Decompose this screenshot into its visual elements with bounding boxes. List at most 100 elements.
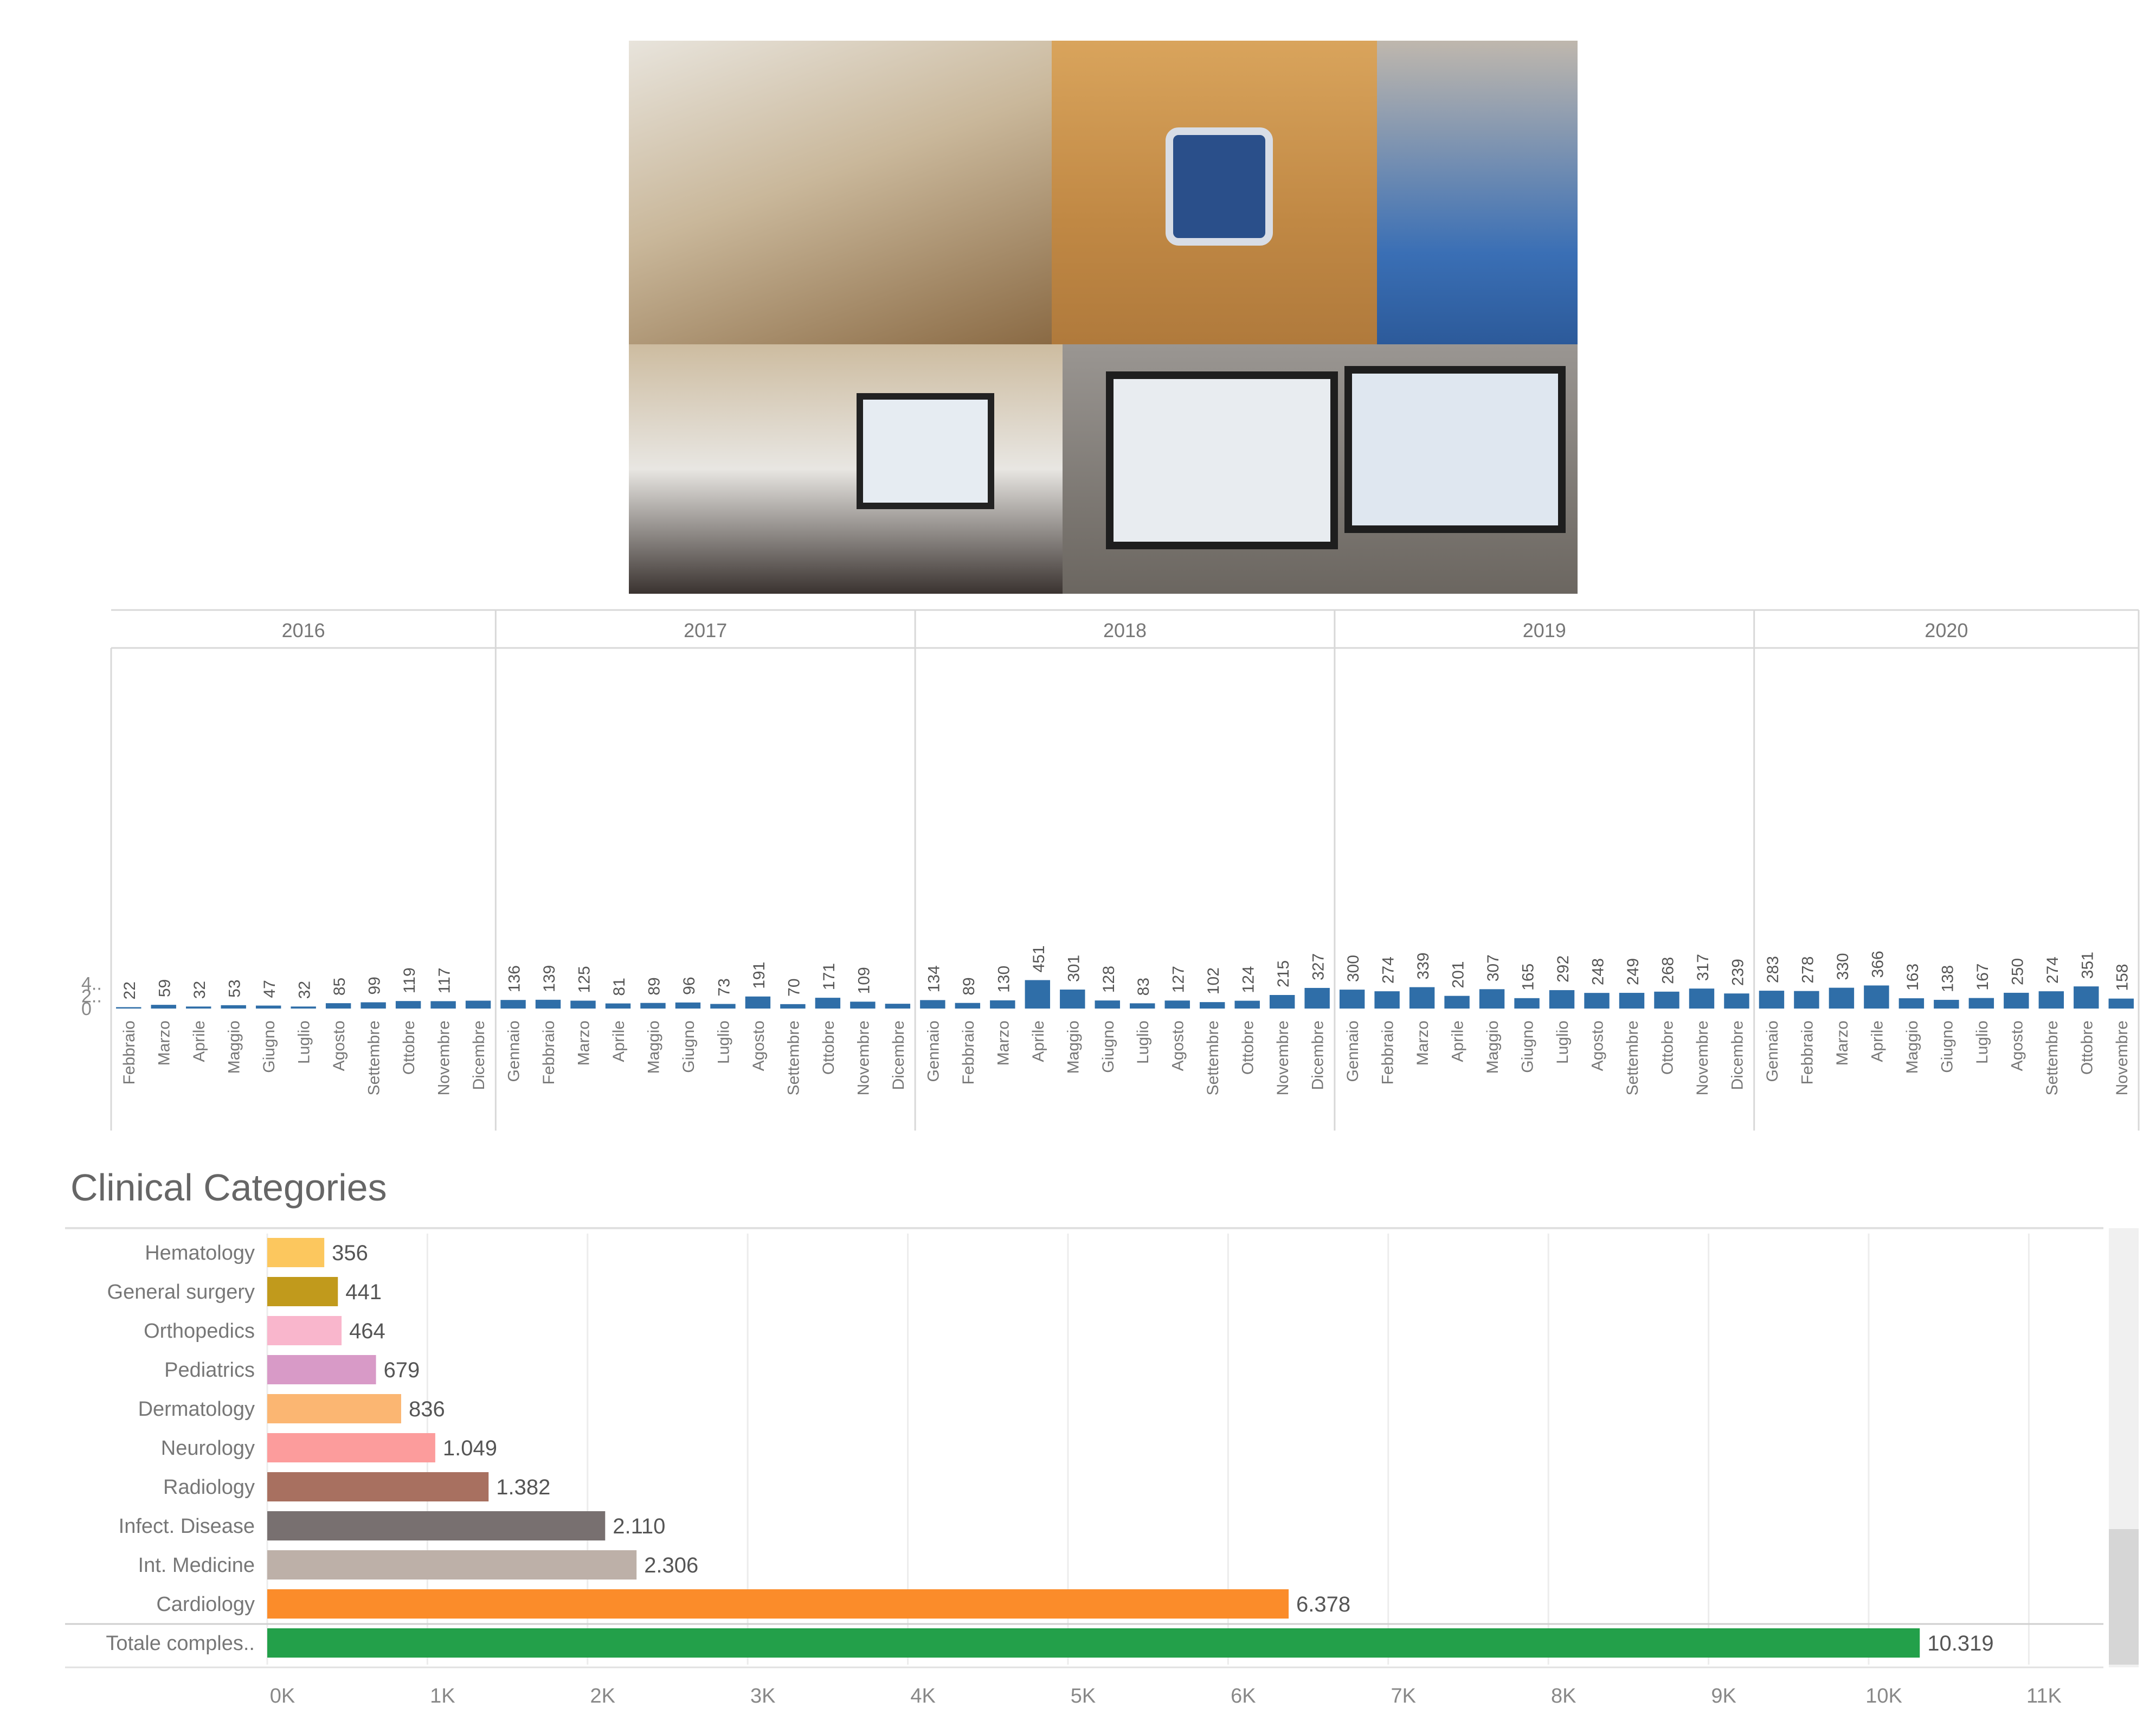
month-tick-label: Marzo — [575, 1020, 593, 1065]
month-tick-label: Ottobre — [820, 1020, 838, 1075]
month-tick-label: Giugno — [680, 1020, 698, 1073]
bar-value-label: 330 — [1834, 953, 1852, 980]
bar-value-label: 300 — [1344, 955, 1362, 982]
bar — [675, 1002, 701, 1009]
category-label: Totale comples.. — [106, 1632, 255, 1655]
bar — [255, 1005, 281, 1009]
bar — [465, 1000, 491, 1009]
month-tick-label: Agosto — [330, 1020, 348, 1071]
bar — [605, 1003, 631, 1009]
bar-value-label: 117 — [436, 968, 454, 994]
month-tick-label: Agosto — [2008, 1020, 2026, 1071]
x-tick-label: 5K — [1071, 1685, 1096, 1707]
month-tick-label: Marzo — [156, 1020, 173, 1065]
month-tick-label: Febbraio — [120, 1020, 138, 1084]
bar-value-label: 278 — [1799, 956, 1817, 984]
bar — [267, 1355, 376, 1384]
month-tick-label: Dicembre — [470, 1020, 488, 1090]
bar-value-label: 134 — [925, 965, 943, 992]
bar-value-label: 317 — [1694, 954, 1712, 981]
bar-value-label: 163 — [1904, 964, 1922, 991]
bar-value-label: 274 — [2044, 956, 2062, 984]
chart-title: Clinical Categories — [70, 1166, 387, 1209]
bar — [116, 1007, 141, 1009]
bar-value-label: 89 — [645, 977, 663, 995]
bar — [1864, 985, 1889, 1009]
x-tick-label: 8K — [1551, 1685, 1576, 1707]
x-tick-label: 4K — [910, 1685, 935, 1707]
bar-value-label: 96 — [680, 977, 698, 994]
bar-value-label: 73 — [715, 978, 733, 996]
month-tick-label: Settembre — [784, 1020, 802, 1095]
month-tick-label: Giugno — [1519, 1020, 1537, 1073]
bar — [570, 1000, 596, 1009]
bar — [1549, 990, 1575, 1009]
month-tick-label: Maggio — [1064, 1020, 1082, 1074]
scrollbar-thumb — [2109, 1529, 2139, 1665]
month-tick-label: Aprile — [1029, 1020, 1047, 1062]
bar — [1934, 999, 1959, 1009]
bar — [920, 1000, 945, 1009]
bar — [325, 1003, 351, 1009]
bar — [267, 1316, 342, 1345]
bar-value-label: 307 — [1484, 954, 1502, 981]
bar-value-label: 165 — [1520, 964, 1537, 991]
bar-value-label: 274 — [1380, 956, 1398, 984]
bar-value-label: 127 — [1170, 966, 1188, 993]
bar-value-label: 32 — [191, 981, 209, 999]
bar — [1619, 993, 1645, 1009]
bar-value-label: 464 — [349, 1319, 385, 1343]
year-header-label: 2020 — [1925, 619, 1968, 641]
bar — [291, 1006, 316, 1009]
bar — [500, 1000, 526, 1009]
bar-value-label: 139 — [540, 965, 558, 992]
y-tick-label: 0 — [81, 999, 92, 1019]
bar — [780, 1004, 806, 1009]
monthly-bar-chart: 02..4.. 2016 22 Febbraio 59 Marzo 32 Aprile 53 Ma… — [81, 609, 2140, 1131]
bar-value-label: 283 — [1764, 956, 1782, 983]
bar — [267, 1238, 325, 1267]
bar — [185, 1006, 211, 1009]
bar — [1060, 989, 1085, 1009]
month-tick-label: Agosto — [1169, 1020, 1187, 1071]
bar-value-label: 301 — [1065, 955, 1083, 982]
month-tick-label: Settembre — [1204, 1020, 1222, 1095]
month-tick-label: Marzo — [1833, 1020, 1851, 1065]
bar — [395, 1001, 421, 1009]
bar — [885, 1004, 911, 1009]
bar-value-label: 327 — [1310, 953, 1328, 980]
bar — [1025, 980, 1051, 1009]
bar — [267, 1394, 401, 1423]
bar — [267, 1550, 637, 1580]
bar-value-label: 32 — [296, 981, 314, 999]
month-tick-label: Luglio — [295, 1020, 313, 1064]
bar-value-label: 99 — [366, 977, 384, 994]
bar — [267, 1511, 606, 1540]
bar-value-label: 292 — [1554, 955, 1572, 983]
bar — [710, 1004, 736, 1009]
bar — [430, 1001, 456, 1009]
monitor-screen-left — [857, 393, 994, 509]
bar-value-label: 239 — [1729, 959, 1747, 986]
category-label: Infect. Disease — [119, 1515, 255, 1538]
month-tick-label: Luglio — [1973, 1020, 1991, 1064]
month-tick-label: Febbraio — [1379, 1020, 1397, 1084]
bar-value-label: 167 — [1974, 964, 1992, 991]
bar-value-label: 70 — [785, 978, 803, 996]
month-tick-label: Agosto — [750, 1020, 768, 1071]
x-tick-label: 1K — [430, 1685, 455, 1707]
bar-value-label: 215 — [1275, 960, 1292, 987]
bar — [1514, 998, 1540, 1009]
month-tick-label: Settembre — [1624, 1020, 1642, 1095]
bar — [2038, 991, 2064, 1009]
bar — [267, 1277, 338, 1306]
bar — [267, 1433, 435, 1462]
month-tick-label: Gennaio — [1764, 1020, 1781, 1082]
category-label: Orthopedics — [144, 1320, 255, 1343]
bar — [2004, 992, 2029, 1009]
bar — [1759, 991, 1785, 1009]
bar-value-label: 2.306 — [644, 1553, 698, 1577]
month-tick-label: Luglio — [715, 1020, 732, 1064]
bar — [1829, 987, 1855, 1009]
bar-value-label: 83 — [1135, 978, 1153, 996]
